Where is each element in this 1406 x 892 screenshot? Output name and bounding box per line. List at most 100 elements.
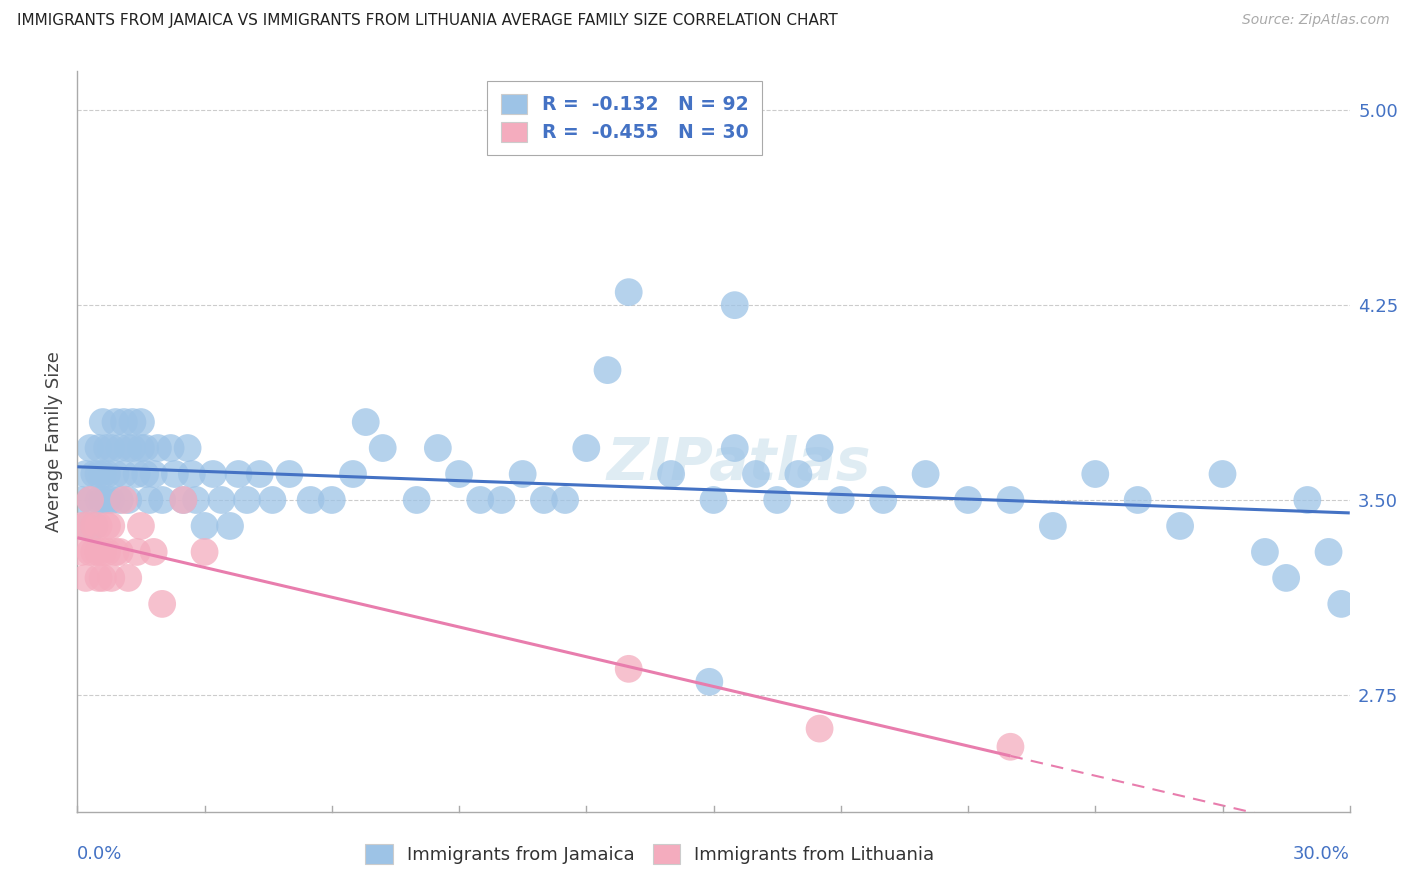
Point [134, 467, 156, 481]
Point [79, 545, 101, 559]
Point [745, 467, 768, 481]
Point [146, 441, 169, 455]
Point [697, 674, 720, 689]
Point [79, 493, 101, 508]
Point [79, 493, 101, 508]
Point [1000, 493, 1022, 508]
Point [104, 467, 127, 481]
Point [70, 519, 93, 533]
Point [96, 519, 118, 533]
Point [449, 467, 471, 481]
Point [91, 571, 114, 585]
Point [176, 441, 198, 455]
Point [142, 545, 165, 559]
Point [617, 285, 640, 300]
Point [75, 519, 97, 533]
Point [121, 415, 143, 429]
Point [100, 519, 122, 533]
Point [91, 415, 114, 429]
Point [125, 467, 148, 481]
Text: 0.0%: 0.0% [77, 846, 122, 863]
Point [172, 493, 194, 508]
Point [117, 493, 139, 508]
Point [83, 519, 105, 533]
Point [1126, 493, 1149, 508]
Point [96, 545, 118, 559]
Point [1212, 467, 1234, 481]
Point [75, 571, 97, 585]
Point [194, 519, 217, 533]
Point [830, 493, 852, 508]
Point [724, 441, 747, 455]
Point [533, 493, 555, 508]
Point [184, 493, 207, 508]
Point [405, 493, 427, 508]
Point [787, 467, 810, 481]
Point [914, 467, 936, 481]
Point [87, 545, 110, 559]
Text: IMMIGRANTS FROM JAMAICA VS IMMIGRANTS FROM LITHUANIA AVERAGE FAMILY SIZE CORRELA: IMMIGRANTS FROM JAMAICA VS IMMIGRANTS FR… [17, 13, 838, 29]
Point [872, 493, 894, 508]
Point [108, 545, 131, 559]
Point [211, 493, 233, 508]
Point [112, 467, 135, 481]
Point [150, 493, 173, 508]
Point [1330, 597, 1353, 611]
Point [1168, 519, 1191, 533]
Point [87, 493, 110, 508]
Point [172, 493, 194, 508]
Point [96, 467, 118, 481]
Point [278, 467, 301, 481]
Point [1042, 519, 1064, 533]
Point [104, 545, 127, 559]
Point [129, 441, 152, 455]
Point [202, 467, 225, 481]
Point [142, 467, 165, 481]
Point [766, 493, 789, 508]
Point [134, 441, 156, 455]
Point [249, 467, 271, 481]
Point [1000, 739, 1022, 754]
Point [724, 298, 747, 312]
Point [426, 441, 449, 455]
Point [228, 467, 250, 481]
Point [83, 519, 105, 533]
Point [703, 493, 725, 508]
Point [1275, 571, 1298, 585]
Point [75, 519, 97, 533]
Point [117, 441, 139, 455]
Point [194, 545, 217, 559]
Point [371, 441, 394, 455]
Point [1084, 467, 1107, 481]
Point [83, 467, 105, 481]
Point [575, 441, 598, 455]
Point [491, 493, 513, 508]
Point [129, 415, 152, 429]
Point [87, 571, 110, 585]
Point [96, 493, 118, 508]
Text: Source: ZipAtlas.com: Source: ZipAtlas.com [1241, 13, 1389, 28]
Point [354, 415, 377, 429]
Point [219, 519, 242, 533]
Point [108, 493, 131, 508]
Point [75, 467, 97, 481]
Point [87, 467, 110, 481]
Point [180, 467, 202, 481]
Point [70, 493, 93, 508]
Point [108, 441, 131, 455]
Point [659, 467, 682, 481]
Point [87, 441, 110, 455]
Point [512, 467, 534, 481]
Point [125, 545, 148, 559]
Point [104, 415, 127, 429]
Point [100, 441, 122, 455]
Point [163, 467, 186, 481]
Text: 30.0%: 30.0% [1294, 846, 1350, 863]
Point [91, 493, 114, 508]
Point [1317, 545, 1340, 559]
Point [957, 493, 980, 508]
Point [617, 662, 640, 676]
Text: ZIPatlas: ZIPatlas [607, 435, 872, 492]
Point [70, 545, 93, 559]
Point [100, 493, 122, 508]
